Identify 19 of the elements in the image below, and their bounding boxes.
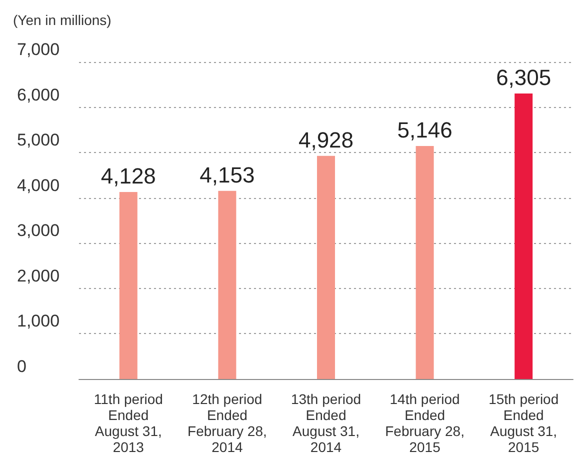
x-tick-label: 15th period Ended August 31, 2015: [488, 391, 559, 455]
data-label: 4,153: [200, 162, 255, 188]
x-tick-label: 13th period Ended August 31, 2014: [290, 391, 362, 455]
x-tick-label: 12th period Ended February 28, 2014: [188, 391, 267, 455]
y-tick-label: 2,000: [17, 266, 60, 286]
x-tick-label: 14th period Ended February 28, 2015: [385, 391, 464, 455]
y-axis-title: (Yen in millions): [13, 12, 112, 28]
x-tick-label: 11th period Ended August 31, 2013: [94, 391, 163, 455]
data-label: 5,146: [397, 117, 452, 142]
data-label: 6,305: [496, 64, 552, 90]
y-tick-label: 6,000: [17, 85, 60, 104]
y-tick-label: 4,000: [17, 176, 60, 195]
y-tick-label: 5,000: [17, 130, 60, 150]
y-tick-label: 1,000: [17, 312, 60, 331]
y-tick-label: 7,000: [17, 40, 60, 59]
data-label: 4,928: [298, 127, 354, 152]
y-tick-label: 0: [17, 357, 26, 376]
data-label: 4,128: [100, 164, 156, 189]
y-tick-label: 3,000: [17, 221, 60, 240]
